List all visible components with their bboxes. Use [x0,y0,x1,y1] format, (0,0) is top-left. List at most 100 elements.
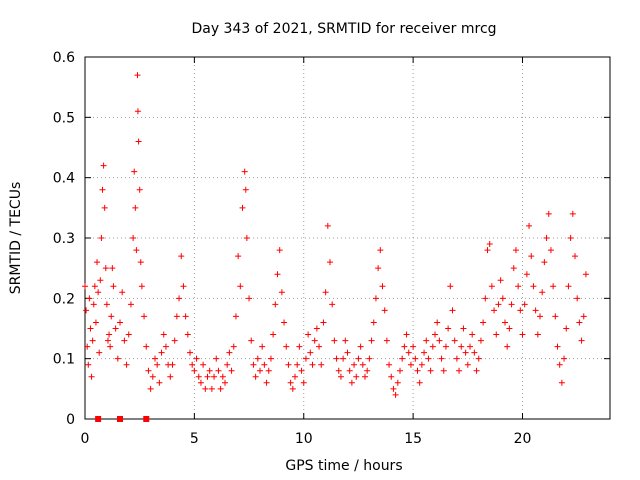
data-point [569,210,576,217]
data-point [473,367,480,374]
data-point [169,361,176,368]
data-point [241,168,248,175]
data-point [103,301,110,308]
axis-ticks: 0 0.1 0.2 0.3 0.4 0.5 0.6 0 5 10 15 20 [53,50,610,447]
data-point [204,373,211,380]
grid-lines [85,57,610,419]
data-point [477,337,484,344]
data-point [135,138,142,145]
data-point [137,259,144,266]
data-point [582,271,589,278]
data-point [141,313,148,320]
data-point [436,337,443,344]
data-point [318,361,325,368]
data-point [342,337,349,344]
data-point [250,361,257,368]
data-point [123,361,130,368]
data-point [90,301,97,308]
data-point [217,385,224,392]
zero-data-point [143,416,150,422]
data-point [464,361,471,368]
zero-data-point [95,416,102,422]
data-point [475,355,482,362]
data-point [521,301,528,308]
data-point [390,385,397,392]
data-point [561,355,568,362]
data-point [82,283,88,290]
data-point [351,361,358,368]
data-point [399,355,406,362]
data-point [213,355,220,362]
data-point [109,265,116,272]
data-point [136,186,143,193]
data-point [471,349,478,356]
data-point [320,319,327,326]
data-point [416,379,423,386]
data-point [543,235,550,241]
data-point [484,247,491,254]
data-point [552,313,559,320]
data-point [101,204,108,211]
data-point [252,373,259,380]
data-point [335,367,342,374]
data-point [375,265,382,272]
data-point [114,355,121,362]
data-point [556,361,563,368]
data-point [386,361,393,368]
data-point [189,361,196,368]
data-point [495,301,502,308]
data-point [425,355,432,362]
data-point [180,283,187,290]
data-point [572,253,578,260]
data-point [232,313,239,320]
data-point [222,379,228,386]
data-point [193,355,200,362]
data-point [302,355,309,362]
data-point [281,319,288,326]
data-point [145,367,152,374]
data-point [429,343,436,350]
data-point [502,319,508,326]
data-point [226,349,233,356]
data-point [202,385,209,392]
data-point [307,349,314,356]
data-point [442,343,449,350]
data-point [346,367,353,374]
data-point [388,373,395,380]
data-point [368,337,375,344]
y-tick-label: 0 [66,412,75,428]
data-point [515,283,522,290]
data-point [305,331,312,338]
y-tick-label: 0.3 [53,231,75,247]
y-tick-label: 0.1 [53,352,75,368]
data-point [383,337,390,344]
data-point [276,247,283,254]
data-point [92,319,99,326]
data-point [85,361,92,368]
data-point [324,222,331,229]
data-point [242,186,249,193]
data-point [107,343,114,350]
data-point [83,307,90,314]
data-point [357,343,364,350]
data-point [89,337,96,344]
data-point [493,331,500,338]
data-point [134,72,141,79]
data-point [91,283,98,290]
data-point [460,325,467,332]
data-point [195,373,202,380]
data-point [372,295,379,302]
data-point [239,204,246,211]
data-point [381,307,388,314]
data-point [300,379,307,386]
data-point [329,301,336,308]
data-point [333,355,340,362]
data-point [294,361,301,368]
data-point [504,343,511,350]
data-point [412,355,419,362]
data-point [197,379,204,386]
data-point [171,337,178,344]
data-point [219,373,226,380]
data-point [344,349,351,356]
data-point [405,349,412,356]
